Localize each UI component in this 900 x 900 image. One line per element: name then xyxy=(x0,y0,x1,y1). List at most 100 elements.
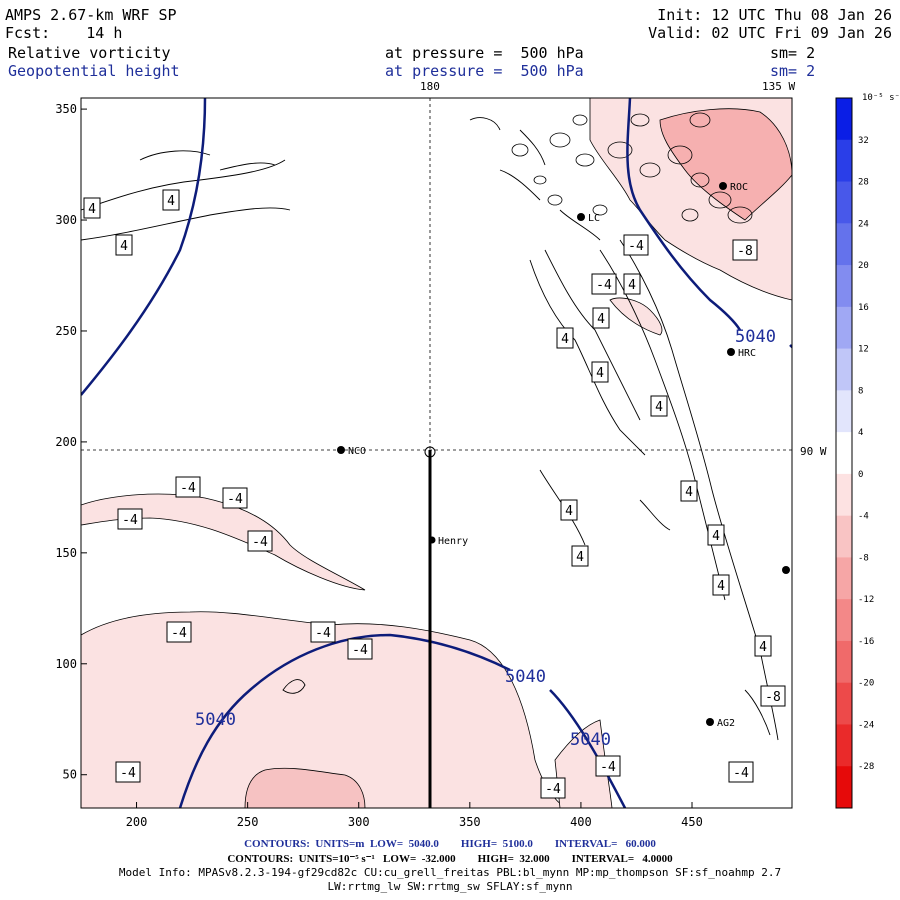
colorbar-swatch xyxy=(836,432,852,475)
colorbar-tick-label: -24 xyxy=(858,720,874,730)
vorticity-label-box xyxy=(571,545,589,567)
vorticity-label: 4 xyxy=(596,366,604,381)
vorticity-label-box xyxy=(556,327,574,349)
vorticity-label: -4 xyxy=(180,481,196,496)
vorticity-label-box xyxy=(347,638,373,660)
station-hrc-marker xyxy=(727,348,735,356)
colorbar-swatch xyxy=(836,640,852,684)
vorticity-label: -4 xyxy=(352,643,368,658)
vorticity-label-box xyxy=(117,508,143,530)
vorticity-label: -4 xyxy=(120,766,136,781)
colorbar-swatch xyxy=(836,599,852,642)
vorticity-label-box xyxy=(560,499,578,521)
vorticity-labels: 444444444444444-4-4-4-4-4-4-4-4-4-4-4-4-… xyxy=(83,189,786,799)
station-lc-marker xyxy=(577,213,585,221)
vorticity-label-box xyxy=(707,524,725,546)
vorticity-label-box xyxy=(115,234,133,256)
lon-90w-label: 90 W xyxy=(800,445,827,458)
vorticity-label-box xyxy=(754,635,772,657)
station-ag2-label: AG2 xyxy=(717,718,735,729)
height-labels: 5040 5040 5040 5040 xyxy=(195,327,776,750)
field2-name: Geopotential height xyxy=(8,62,180,80)
x-tick-label: 250 xyxy=(237,815,259,829)
vorticity-label-box xyxy=(712,574,730,596)
vorticity-fill-west xyxy=(81,493,366,591)
vorticity-label: 4 xyxy=(561,332,569,347)
height-label: 5040 xyxy=(195,710,236,730)
colorbar-tick-label: 12 xyxy=(858,345,869,355)
x-tick-label: 300 xyxy=(348,815,370,829)
vorticity-label: 4 xyxy=(576,550,584,565)
colorbar-swatch xyxy=(836,724,852,767)
vorticity-label: -4 xyxy=(545,782,561,797)
vorticity-label-box xyxy=(310,621,336,643)
colorbar-swatch xyxy=(836,682,852,725)
colorbar-tick-label: 4 xyxy=(858,428,863,438)
field1-pressure: at pressure = 500 hPa xyxy=(385,44,584,62)
vorticity-contours-ne xyxy=(511,112,753,224)
footer-model-info2: LW:rrtmg_lw SW:rrtmg_sw SFLAY:sf_mynn xyxy=(327,880,573,893)
vorticity-fill-south2 xyxy=(554,719,613,808)
vorticity-fill-ne-patch xyxy=(609,297,663,336)
vorticity-label: 4 xyxy=(759,640,767,655)
colorbar-tick-label: 16 xyxy=(858,303,869,313)
vorticity-label-box xyxy=(166,621,192,643)
vorticity-label-box xyxy=(592,307,610,329)
y-tick-label: 350 xyxy=(55,102,77,116)
vorticity-label-box xyxy=(83,197,101,219)
vorticity-label-box xyxy=(732,239,758,261)
colorbar-swatch xyxy=(836,473,852,517)
colorbar-tick-label: 32 xyxy=(858,136,869,146)
vorticity-label: 4 xyxy=(717,579,725,594)
vorticity-label: -4 xyxy=(600,760,616,775)
vorticity-label-box xyxy=(680,480,698,502)
x-tick-label: 350 xyxy=(459,815,481,829)
vorticity-label: 4 xyxy=(120,239,128,254)
colorbar-tick-label: 0 xyxy=(858,470,863,480)
vorticity-label-box xyxy=(247,530,273,552)
station-roc-marker xyxy=(719,182,727,190)
field1-sm: sm= 2 xyxy=(770,44,816,62)
colorbar-swatch xyxy=(836,265,852,308)
vorticity-label-box xyxy=(623,234,649,256)
colorbar-tick-label: -16 xyxy=(858,637,874,647)
model-title: AMPS 2.67-km WRF SP xyxy=(5,6,177,24)
vorticity-label: 4 xyxy=(655,400,663,415)
vorticity-label-box xyxy=(591,273,617,295)
footer-model-info: Model Info: MPASv8.2.3-194-gf29cd82c CU:… xyxy=(118,866,782,879)
x-axis-ticks: 200 250 300 350 400 450 xyxy=(126,802,703,829)
field1-name: Relative vorticity xyxy=(8,44,171,62)
colorbar-tick-label: -20 xyxy=(858,679,874,689)
height-contours xyxy=(81,98,742,808)
station-east-marker xyxy=(782,566,790,574)
station-roc-label: ROC xyxy=(730,182,748,193)
colorbar-swatch xyxy=(836,515,852,558)
vorticity-label-box xyxy=(591,361,609,383)
vorticity-label-box xyxy=(595,755,621,777)
vorticity-label-box xyxy=(222,487,248,509)
vorticity-fill-ne-core xyxy=(659,108,792,221)
y-tick-label: 50 xyxy=(63,768,77,782)
pole-marker xyxy=(424,446,436,458)
colorbar-tick-label: -4 xyxy=(858,512,869,522)
colorbar-unit: 10⁻⁵ s⁻¹ xyxy=(862,93,900,103)
vorticity-label: -8 xyxy=(737,244,753,259)
init-time: Init: 12 UTC Thu 08 Jan 26 xyxy=(657,6,892,24)
y-tick-label: 100 xyxy=(55,657,77,671)
vorticity-label: -4 xyxy=(596,278,612,293)
vorticity-label: -8 xyxy=(765,690,781,705)
vorticity-label: -4 xyxy=(733,766,749,781)
vorticity-fill-south xyxy=(81,611,571,808)
y-axis-ticks: 50 100 150 200 250 300 350 xyxy=(55,102,87,782)
vorticity-label: -4 xyxy=(628,239,644,254)
vorticity-label: 4 xyxy=(712,529,720,544)
vorticity-label: -4 xyxy=(227,492,243,507)
colorbar: 32 28 24 20 16 12 8 4 0 -4 -8 -12 -16 -20 -24 -28 xyxy=(835,97,874,809)
vorticity-label: 4 xyxy=(628,278,636,293)
colorbar-tick-label: -28 xyxy=(858,762,874,772)
valid-time: Valid: 02 UTC Fri 09 Jan 26 xyxy=(648,24,892,42)
lon-135w-label: 135 W xyxy=(762,80,795,93)
vorticity-label: 4 xyxy=(597,312,605,327)
footer-contours-vorticity: CONTOURS: UNITS=10⁻⁵ s⁻¹ LOW= -32.000 HI… xyxy=(227,853,673,865)
colorbar-tick-label: 28 xyxy=(858,178,869,188)
